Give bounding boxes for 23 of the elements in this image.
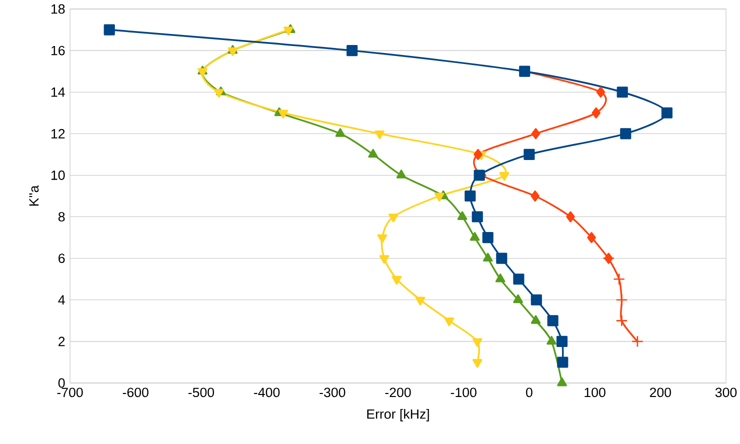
x-tick-label: -500 (188, 388, 214, 398)
y-tick-label: 12 (51, 129, 65, 138)
x-axis-title: Error [kHz] (367, 408, 429, 422)
y-tick-label: 6 (58, 254, 65, 264)
x-tick-label: -600 (122, 388, 148, 398)
x-tick-label: -400 (254, 388, 280, 398)
x-tick-label: -700 (57, 388, 83, 398)
y-axis-title: K''a (29, 185, 39, 206)
y-tick-label: 18 (51, 4, 65, 14)
y-tick-label: 2 (58, 336, 65, 346)
x-tick-label: 300 (715, 388, 737, 398)
y-tick-label: 10 (51, 170, 65, 180)
x-tick-label: 100 (584, 388, 606, 398)
x-tick-label: -200 (385, 388, 411, 398)
y-tick-label: 14 (51, 88, 65, 97)
y-tick-label: 8 (58, 212, 65, 222)
y-tick-label: 16 (51, 46, 65, 56)
y-tick-label: 4 (58, 295, 65, 304)
x-tick-label: 200 (650, 388, 672, 398)
x-tick-label: 0 (526, 388, 532, 398)
x-tick-label: -300 (320, 388, 346, 398)
x-tick-label: -100 (450, 388, 476, 398)
y-tick-label: 0 (58, 378, 65, 388)
